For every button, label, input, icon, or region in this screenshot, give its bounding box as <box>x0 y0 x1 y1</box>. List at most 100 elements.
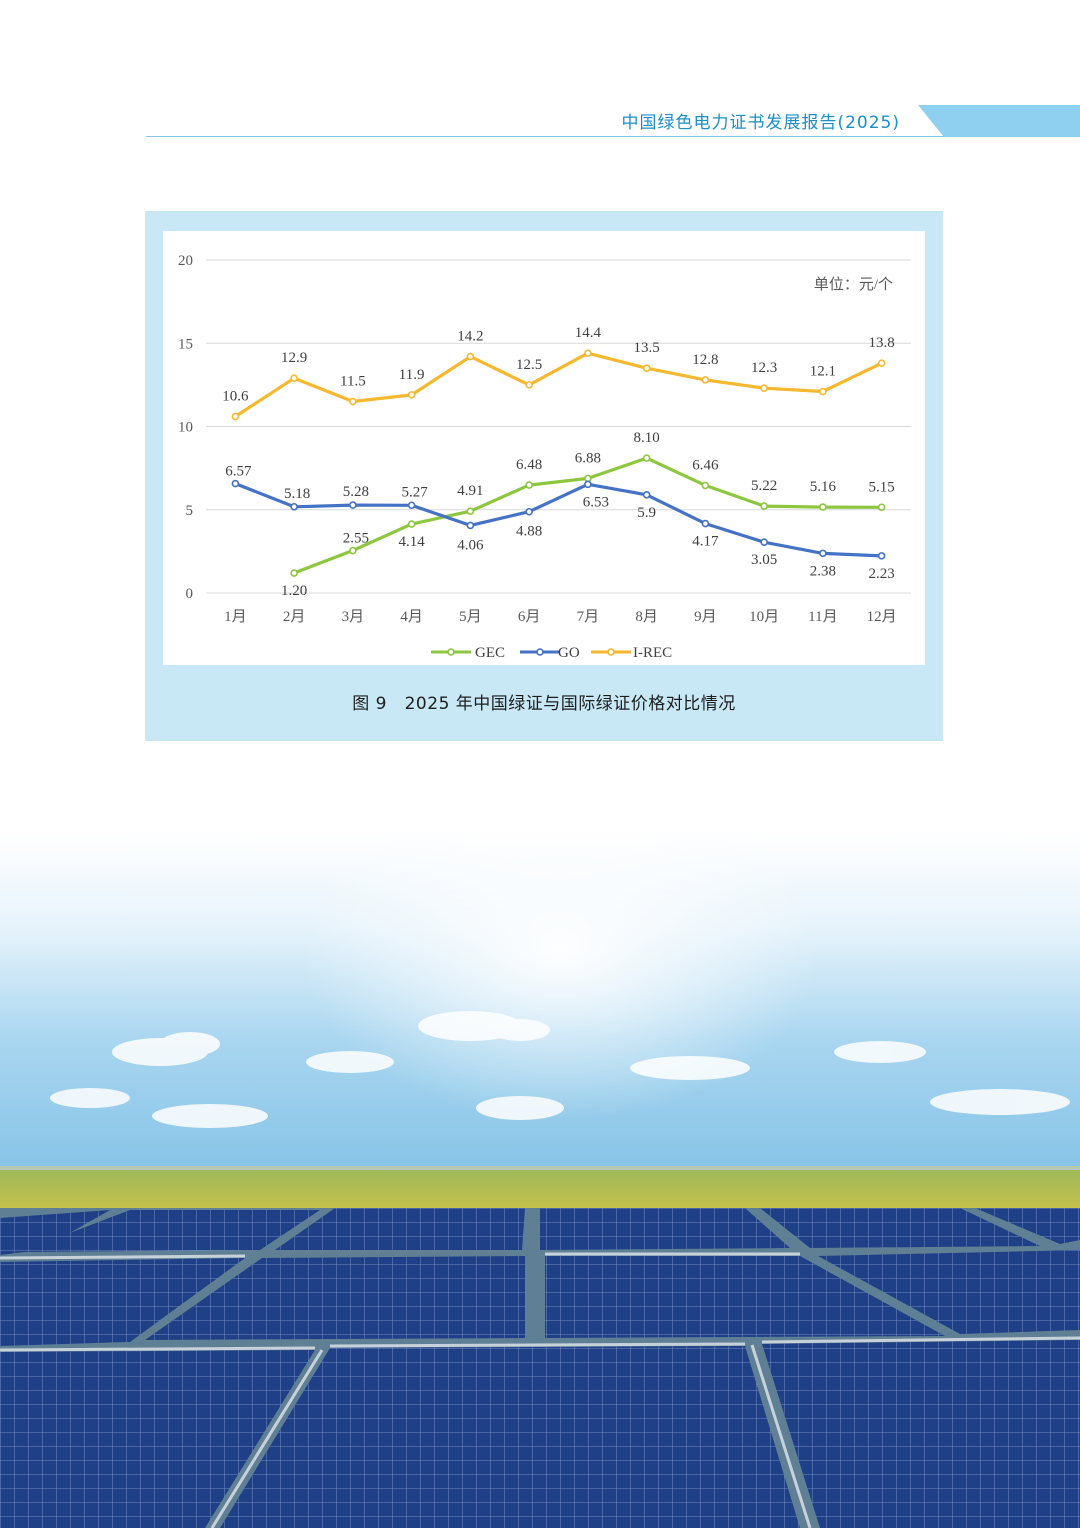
data-point-gec <box>349 546 357 555</box>
x-tick-label: 12月 <box>867 609 897 625</box>
data-point-go <box>877 552 886 560</box>
data-label-gec: 8.10 <box>634 430 660 446</box>
x-tick-label: 4月 <box>400 609 423 625</box>
data-label-go: 2.38 <box>810 563 836 579</box>
data-label-i-rec: 12.5 <box>516 357 542 373</box>
data-label-gec: 6.88 <box>575 450 601 466</box>
y-tick-label: 10 <box>178 420 193 436</box>
data-label-gec: 1.20 <box>281 583 307 599</box>
header-tab-decoration <box>918 105 1080 137</box>
data-label-go: 2.23 <box>869 566 895 582</box>
data-label-gec: 6.46 <box>692 457 719 473</box>
unit-label: 单位：元/个 <box>814 276 893 293</box>
figure-caption: 图 9 2025 年中国绿证与国际绿证价格对比情况 <box>352 694 736 714</box>
data-label-i-rec: 13.8 <box>869 335 895 351</box>
data-point-i-rec <box>525 381 533 389</box>
data-label-gec: 4.14 <box>399 534 426 550</box>
y-tick-label: 0 <box>186 586 194 602</box>
data-label-gec: 5.15 <box>869 479 895 495</box>
data-point-i-rec <box>877 359 886 368</box>
data-point-gec <box>466 507 475 516</box>
solar-panel-scenery-image <box>0 830 1080 1528</box>
y-tick-label: 15 <box>178 336 193 352</box>
x-tick-label: 9月 <box>694 609 717 625</box>
data-point-go <box>642 490 651 499</box>
legend-label-go: GO <box>558 645 580 661</box>
data-point-go <box>525 507 533 516</box>
data-point-go <box>584 480 592 489</box>
page-header-title: 中国绿色电力证书发展报告(2025) <box>621 113 900 133</box>
data-point-go <box>466 521 475 530</box>
data-label-i-rec: 14.2 <box>457 329 483 345</box>
data-point-i-rec <box>466 352 475 361</box>
data-point-gec <box>642 454 651 462</box>
data-label-gec: 2.55 <box>343 531 369 547</box>
data-point-gec <box>290 569 298 577</box>
data-label-go: 4.17 <box>692 534 719 550</box>
data-label-go: 4.06 <box>457 537 484 553</box>
data-point-go <box>349 501 357 509</box>
data-point-i-rec <box>819 387 827 396</box>
data-label-i-rec: 12.8 <box>692 352 718 368</box>
x-tick-label: 5月 <box>459 609 482 625</box>
data-label-i-rec: 11.5 <box>340 374 366 390</box>
x-tick-label: 1月 <box>224 609 247 625</box>
legend-marker-gec <box>447 648 455 656</box>
data-point-go <box>760 538 768 547</box>
x-tick-label: 6月 <box>518 609 541 625</box>
data-point-gec <box>819 503 827 511</box>
data-label-go: 5.9 <box>637 505 656 521</box>
data-point-gec <box>701 481 710 490</box>
data-point-i-rec <box>642 364 651 373</box>
legend-label-gec: GEC <box>475 645 505 661</box>
data-label-gec: 6.48 <box>516 457 542 473</box>
data-label-i-rec: 12.1 <box>810 364 836 380</box>
legend-label-i-rec: I-REC <box>633 645 672 661</box>
data-point-go <box>231 479 240 488</box>
data-point-go <box>819 549 827 558</box>
data-point-gec <box>877 503 886 512</box>
y-tick-label: 5 <box>186 503 194 519</box>
data-point-i-rec <box>349 397 357 406</box>
data-label-gec: 5.16 <box>810 479 837 495</box>
legend-marker-i-rec <box>607 648 615 656</box>
data-point-gec <box>407 520 416 528</box>
data-label-gec: 4.91 <box>457 483 483 499</box>
data-label-i-rec: 12.3 <box>751 360 777 376</box>
data-label-i-rec: 14.4 <box>575 325 602 341</box>
data-point-i-rec <box>760 384 768 393</box>
data-label-go: 5.18 <box>284 486 310 502</box>
data-label-gec: 5.22 <box>751 478 777 494</box>
data-label-go: 5.28 <box>343 484 369 500</box>
figure-panel: 0 5 10 15 20 1月 2月 3月 4月 5月 6月 7月 8月 9月 10月 11月 12月 单位：元/… <box>145 211 943 741</box>
data-label-go: 4.88 <box>516 524 542 540</box>
series-line-i-rec <box>234 351 883 418</box>
x-tick-label: 2月 <box>283 609 306 625</box>
data-point-i-rec <box>584 349 592 358</box>
series-line-go <box>234 482 882 558</box>
chart-container: 0 5 10 15 20 1月 2月 3月 4月 5月 6月 7月 8月 9月 10月 11月 12月 单位：元/… <box>163 231 925 665</box>
data-label-i-rec: 10.6 <box>222 389 249 405</box>
data-point-go <box>290 502 298 511</box>
y-tick-label: 20 <box>178 253 193 269</box>
data-point-i-rec <box>407 391 416 399</box>
data-label-i-rec: 12.9 <box>281 350 307 366</box>
x-tick-label: 10月 <box>749 609 779 625</box>
data-point-i-rec <box>701 376 710 384</box>
header-divider <box>146 136 946 137</box>
data-point-gec <box>760 502 768 510</box>
data-point-gec <box>525 481 533 489</box>
data-label-go: 5.27 <box>402 484 429 500</box>
line-chart: 0 5 10 15 20 1月 2月 3月 4月 5月 6月 7月 8月 9月 10月 11月 12月 单位：元/… <box>178 253 911 661</box>
x-tick-label: 3月 <box>342 609 365 625</box>
data-point-go <box>701 519 710 528</box>
data-label-go: 3.05 <box>751 552 777 568</box>
data-label-i-rec: 11.9 <box>399 367 425 383</box>
data-point-i-rec <box>231 412 240 421</box>
legend-marker-go <box>536 648 544 656</box>
x-tick-label: 8月 <box>635 609 658 625</box>
x-tick-label: 11月 <box>808 609 837 625</box>
data-point-go <box>407 501 416 510</box>
data-point-i-rec <box>290 374 298 383</box>
x-tick-label: 7月 <box>577 609 600 625</box>
